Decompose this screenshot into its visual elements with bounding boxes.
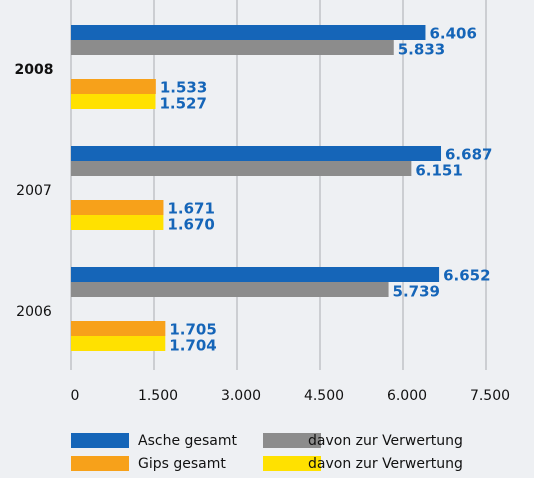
value-label: 5.739 xyxy=(393,283,440,301)
bar xyxy=(71,282,389,297)
legend-label: Gips gesamt xyxy=(138,456,226,472)
value-label: 6.652 xyxy=(443,267,490,285)
category-label: 2006 xyxy=(16,304,52,320)
legend-swatch xyxy=(263,456,321,471)
bar xyxy=(71,267,440,282)
value-label: 6.151 xyxy=(415,162,462,180)
bar xyxy=(71,321,166,336)
value-label: 5.833 xyxy=(398,41,445,59)
bar xyxy=(71,146,442,161)
bar xyxy=(71,200,164,215)
value-label: 6.687 xyxy=(445,146,492,164)
bar xyxy=(71,25,426,40)
legend-label: Asche gesamt xyxy=(138,433,238,449)
legend-label: davon zur Verwertung xyxy=(308,456,463,472)
legend-label: davon zur Verwertung xyxy=(308,433,463,449)
bar xyxy=(71,215,164,230)
value-label: 1.671 xyxy=(167,200,214,218)
x-tick-label: 3.000 xyxy=(221,388,261,404)
bar xyxy=(71,336,166,351)
x-tick-label: 0 xyxy=(71,388,80,404)
x-tick-label: 4.500 xyxy=(304,388,344,404)
x-tick-label: 6.000 xyxy=(387,388,427,404)
bar xyxy=(71,94,156,109)
value-label: 1.705 xyxy=(169,321,216,339)
value-label: 1.527 xyxy=(159,95,206,113)
legend-swatch xyxy=(71,433,129,448)
x-tick-label: 7.500 xyxy=(470,388,510,404)
value-label: 1.704 xyxy=(169,337,216,355)
value-label: 1.533 xyxy=(160,79,207,97)
category-label: 2008 xyxy=(15,62,54,78)
value-label: 1.670 xyxy=(167,216,214,234)
category-label: 2007 xyxy=(16,183,52,199)
value-label: 6.406 xyxy=(429,25,476,43)
legend-swatch xyxy=(263,433,321,448)
bar xyxy=(71,161,412,176)
x-tick-label: 1.500 xyxy=(138,388,178,404)
bar xyxy=(71,79,156,94)
bar xyxy=(71,40,394,55)
legend-swatch xyxy=(71,456,129,471)
